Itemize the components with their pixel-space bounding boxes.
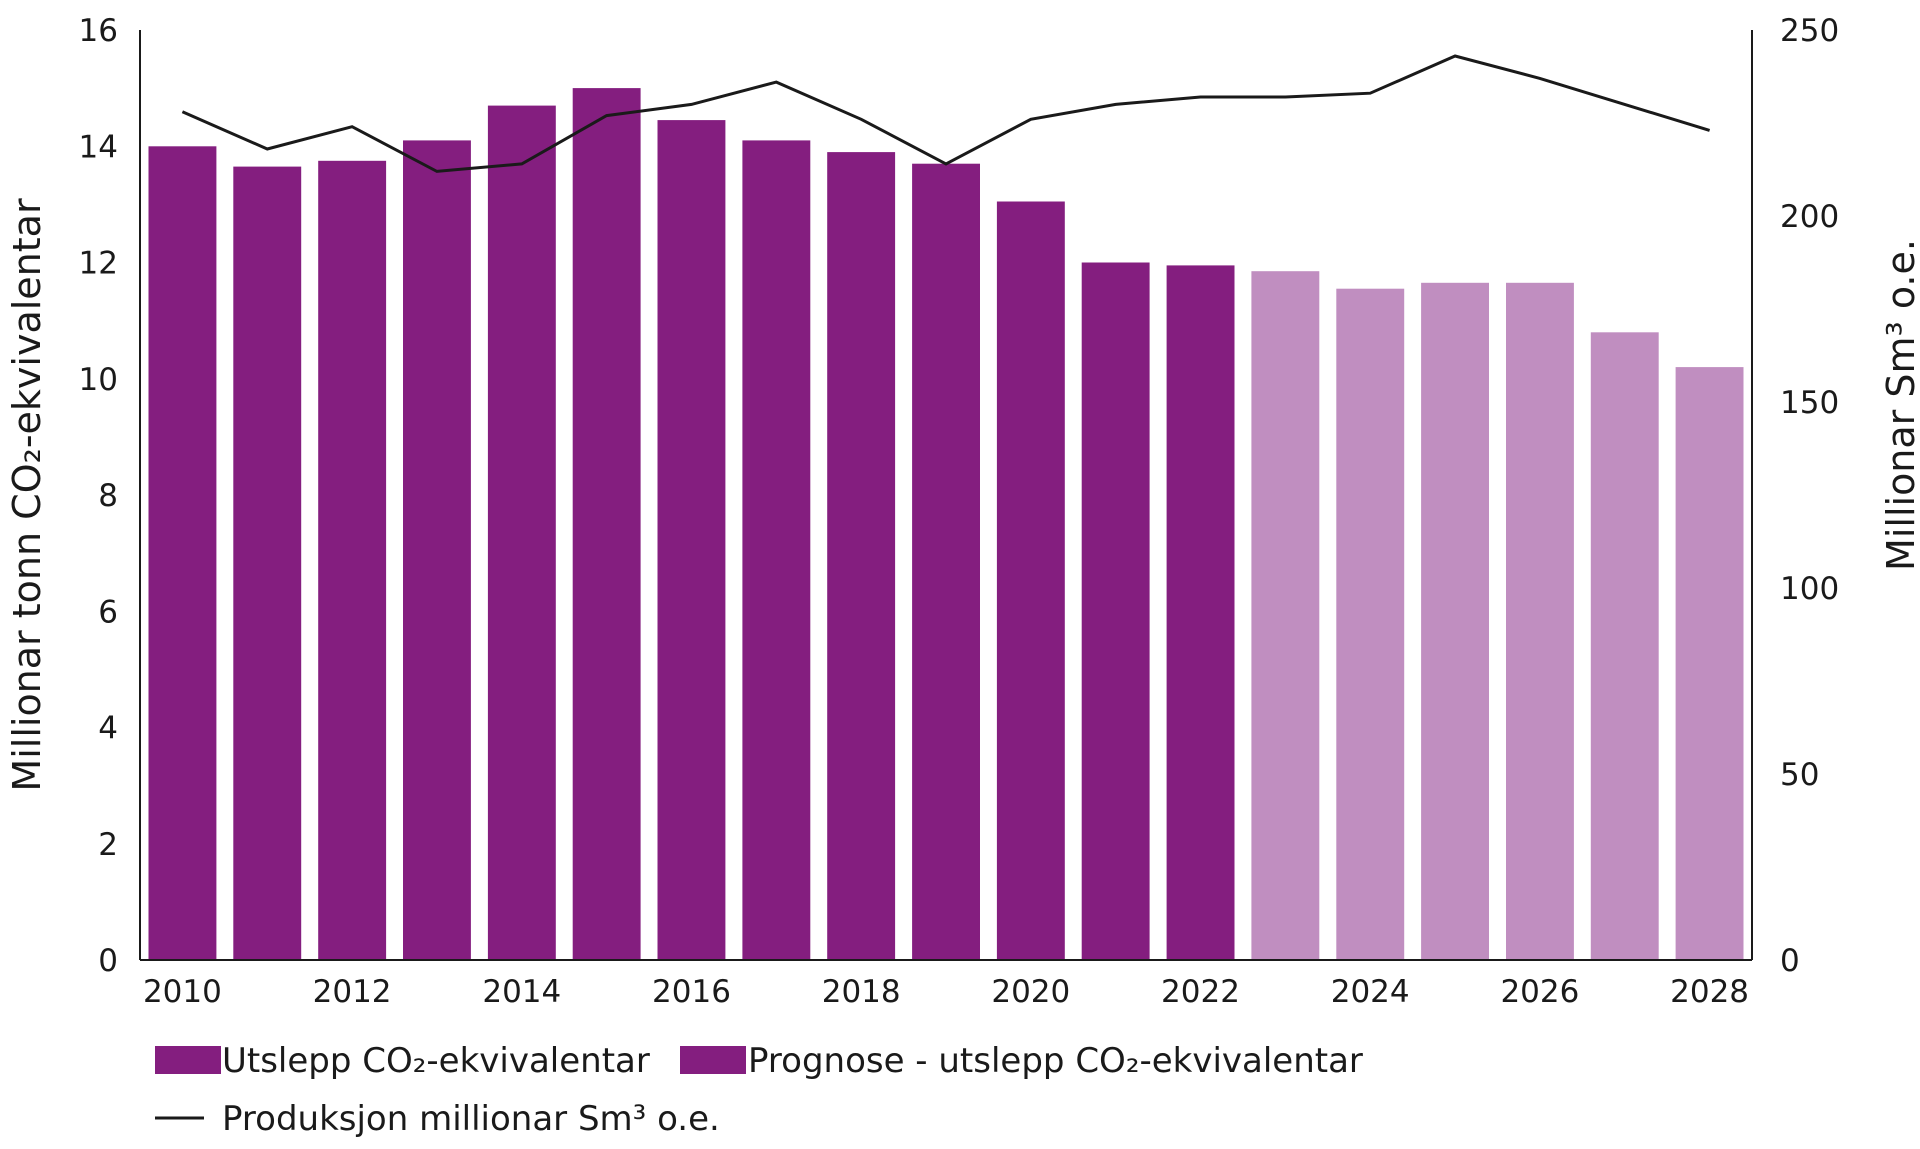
bar-utslepp-2016 — [657, 120, 726, 961]
legend-label-produksjon: Produksjon millionar Sm³ o.e. — [222, 1099, 720, 1139]
bars-layer — [148, 88, 1744, 961]
right-tick-200: 200 — [1780, 199, 1839, 235]
left-tick-14: 14 — [79, 129, 118, 165]
x-tick-2016: 2016 — [652, 974, 731, 1010]
bar-utslepp-2015 — [572, 88, 641, 961]
bar-prognose-2023 — [1251, 271, 1320, 960]
axes-layer — [139, 30, 1753, 961]
legend: Utslepp CO₂-ekvivalentar Prognose - utsl… — [155, 1041, 1363, 1139]
x-tick-2014: 2014 — [482, 974, 561, 1010]
left-tick-4: 4 — [98, 711, 118, 747]
right-tick-50: 50 — [1780, 757, 1819, 793]
left-tick-2: 2 — [98, 827, 118, 863]
left-tick-0: 0 — [98, 943, 118, 979]
left-tick-8: 8 — [98, 478, 118, 514]
bar-utslepp-2021 — [1081, 262, 1150, 960]
bar-utslepp-2014 — [487, 105, 556, 961]
right-tick-0: 0 — [1780, 943, 1800, 979]
bar-utslepp-2019 — [912, 163, 980, 960]
x-tick-2022: 2022 — [1161, 974, 1240, 1010]
legend-swatch-utslepp — [155, 1046, 221, 1074]
legend-label-utslepp: Utslepp CO₂-ekvivalentar — [222, 1041, 650, 1081]
bar-prognose-2027 — [1590, 332, 1659, 961]
x-tick-2028: 2028 — [1670, 974, 1749, 1010]
left-tick-6: 6 — [98, 594, 118, 630]
bar-prognose-2026 — [1506, 282, 1574, 960]
bar-utslepp-2022 — [1166, 265, 1235, 960]
bar-utslepp-2017 — [742, 140, 811, 960]
bar-utslepp-2020 — [996, 201, 1065, 960]
bar-utslepp-2013 — [403, 140, 471, 960]
right-axis-ticks: 0 50 100 150 200 250 — [1780, 13, 1839, 979]
x-tick-2026: 2026 — [1500, 974, 1579, 1010]
legend-swatch-prognose — [680, 1046, 746, 1074]
left-tick-10: 10 — [79, 362, 118, 398]
x-tick-2020: 2020 — [991, 974, 1070, 1010]
right-tick-100: 100 — [1780, 571, 1839, 607]
right-tick-150: 150 — [1780, 385, 1839, 421]
x-tick-2024: 2024 — [1331, 974, 1410, 1010]
bar-utslepp-2010 — [148, 146, 217, 961]
right-axis-title: Millionar Sm³ o.e. — [1879, 239, 1920, 571]
left-tick-16: 16 — [79, 13, 118, 49]
line-produksjon — [181, 54, 1711, 173]
x-tick-2010: 2010 — [143, 974, 222, 1010]
left-axis-ticks: 0 2 4 6 8 10 12 14 16 — [79, 13, 118, 979]
x-tick-2018: 2018 — [822, 974, 901, 1010]
x-axis-ticks: 2010 2012 2014 2016 2018 2020 2022 2024 2026 2028 — [143, 974, 1749, 1010]
bar-prognose-2024 — [1336, 288, 1405, 960]
legend-label-prognose: Prognose - utslepp CO₂-ekvivalentar — [748, 1041, 1363, 1081]
bar-utslepp-2012 — [318, 160, 387, 961]
left-axis-title: Millionar tonn CO₂-ekvivalentar — [5, 198, 49, 792]
bar-prognose-2025 — [1421, 282, 1489, 960]
bar-utslepp-2018 — [827, 152, 896, 961]
right-tick-250: 250 — [1780, 13, 1839, 49]
bar-prognose-2028 — [1675, 367, 1744, 961]
bar-utslepp-2011 — [233, 166, 302, 961]
x-tick-2012: 2012 — [313, 974, 392, 1010]
line-layer — [181, 54, 1711, 173]
left-tick-12: 12 — [79, 246, 118, 282]
